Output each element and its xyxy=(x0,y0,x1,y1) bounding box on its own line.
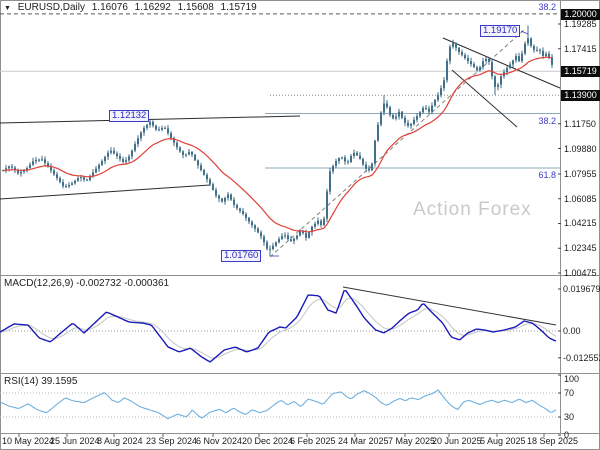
date-label: 6 Feb 2025 xyxy=(290,436,336,446)
rsi-tick-label: 0 xyxy=(564,430,570,440)
date-label: 20 Jun 2025 xyxy=(432,436,482,446)
macd-label: MACD(12,26,9) xyxy=(4,278,74,289)
date-label: 18 Sep 2025 xyxy=(527,436,579,446)
date-label: 10 May 2024 xyxy=(2,436,55,446)
price-tick-label: 1.02345 xyxy=(564,243,597,254)
price-tick-label: 1.19285 xyxy=(564,19,597,29)
date-label: 23 Sep 2024 xyxy=(146,436,198,446)
price-tick-label: 1.06085 xyxy=(564,193,597,204)
axis-price-badge: 1.20000 xyxy=(561,9,600,21)
fib-level-label: 61.8 xyxy=(538,169,556,180)
macd-tick-label: 0.019679 xyxy=(563,283,600,294)
date-label: 7 May 2025 xyxy=(388,436,436,446)
price-tick-label: 1.00475 xyxy=(564,268,597,278)
price-tick-label: 1.07955 xyxy=(564,168,597,179)
price-tick-label: 1.11750 xyxy=(564,118,596,129)
macd-header: MACD(12,26,9) -0.002732 -0.000361 xyxy=(4,278,169,289)
date-label: 25 Jun 2024 xyxy=(50,436,100,446)
date-label: 6 Nov 2024 xyxy=(196,436,243,446)
fib-level-label: 38.2 xyxy=(538,1,556,12)
macd-signal-value: -0.000361 xyxy=(124,278,170,289)
date-label: 8 Aug 2024 xyxy=(97,436,143,446)
symbol-header: ▼ EURUSD,Daily 1.16076 1.16292 1.15608 1… xyxy=(4,2,261,13)
watermark: Action Forex xyxy=(413,199,532,220)
price-tick-label: 1.17415 xyxy=(564,43,597,54)
fib-level-label: 38.2 xyxy=(538,115,556,126)
date-label: 5 Aug 2025 xyxy=(480,436,526,446)
symbol-timeframe-label: EURUSD,Daily xyxy=(17,2,85,13)
price-tick-label: 1.04215 xyxy=(564,218,597,229)
rsi-value: 39.1595 xyxy=(41,376,78,387)
symbol-dropdown-icon[interactable]: ▼ xyxy=(4,5,11,12)
bar-high-value: 1.16292 xyxy=(134,2,171,13)
rsi-label: RSI(14) xyxy=(4,376,39,387)
date-label: 20 Dec 2024 xyxy=(242,436,294,446)
macd-value: -0.002732 xyxy=(76,278,122,289)
macd-tick-label: 0.00 xyxy=(563,326,581,336)
axis-price-badge: 1.15719 xyxy=(561,65,600,77)
price-annotation-box[interactable]: 1.12132 xyxy=(109,110,150,122)
bar-open-value: 1.16076 xyxy=(91,2,128,13)
rsi-tick-label: 70 xyxy=(564,388,575,398)
rsi-header: RSI(14) 39.1595 xyxy=(4,376,77,387)
rsi-tick-label: 30 xyxy=(564,412,575,422)
axis-price-badge: 1.13900 xyxy=(561,89,600,101)
date-label: 24 Mar 2025 xyxy=(338,436,389,446)
bar-close-value: 1.15719 xyxy=(220,2,257,13)
macd-tick-label: -0.012552 xyxy=(563,352,600,363)
price-tick-label: 1.09880 xyxy=(564,143,597,154)
price-annotation-box[interactable]: 1.01760 xyxy=(221,250,262,262)
rsi-tick-label: 100 xyxy=(564,374,580,384)
price-annotation-box[interactable]: 1.19170 xyxy=(480,25,521,37)
bar-low-value: 1.15608 xyxy=(177,2,214,13)
